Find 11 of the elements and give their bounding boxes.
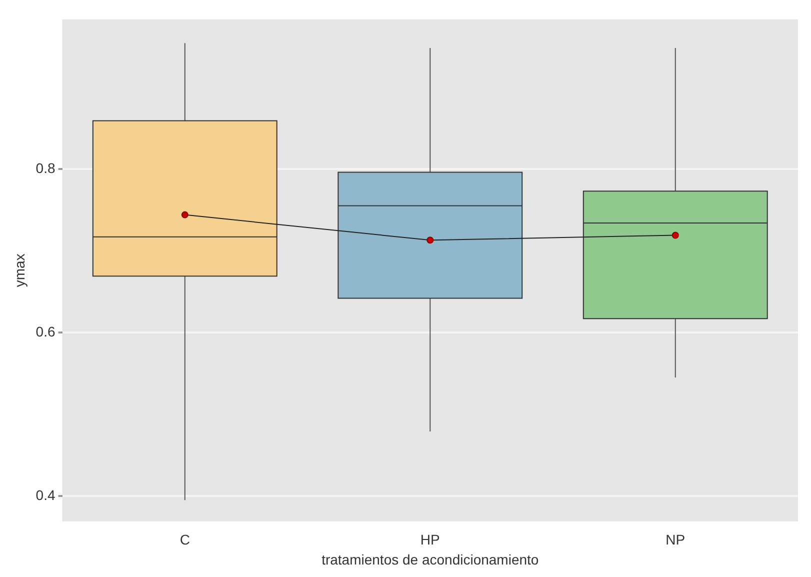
y-tick-label: 0.8 (36, 160, 56, 176)
y-axis-title: ymax (11, 254, 28, 288)
x-tick-label: NP (666, 532, 686, 548)
y-tick-label: 0.4 (36, 486, 56, 503)
x-tick-label: C (180, 532, 190, 548)
point (181, 211, 188, 218)
point (672, 232, 679, 239)
point (426, 236, 434, 244)
x-axis-title: tratamientos de acondicionamiento (322, 551, 539, 568)
x-tick-label: HP (420, 532, 440, 548)
y-tick-label: 0.6 (36, 323, 56, 340)
